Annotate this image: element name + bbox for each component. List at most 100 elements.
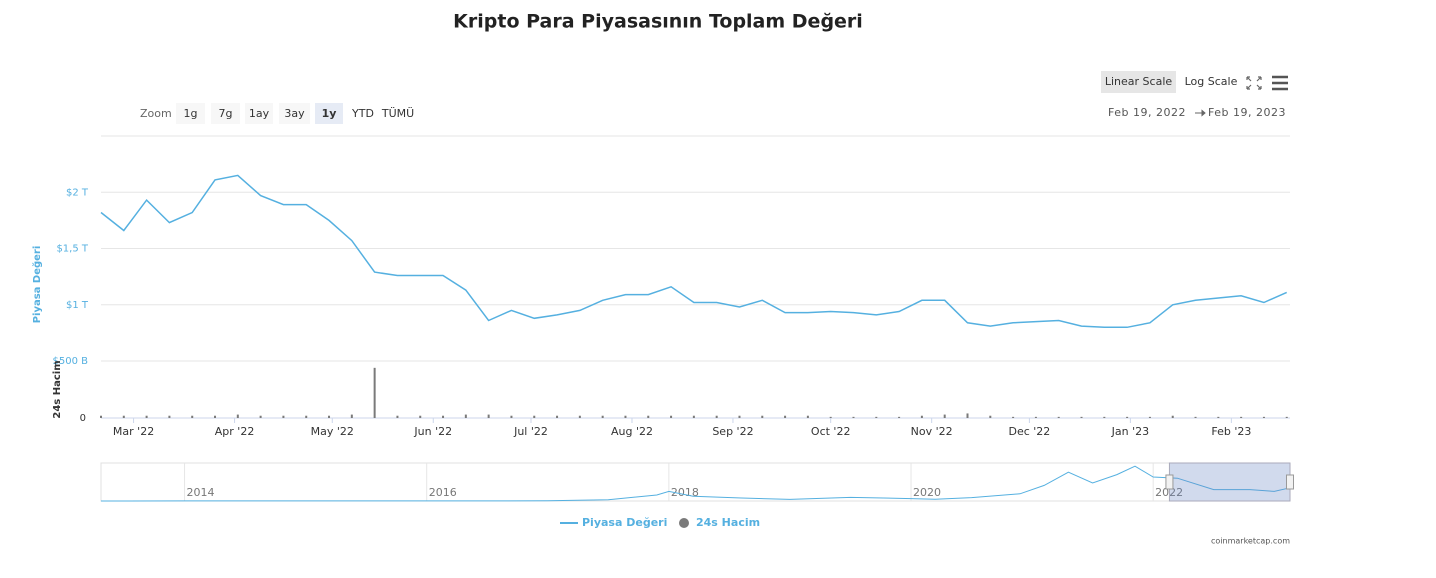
x-tick-label: May '22	[311, 425, 354, 438]
range-arrow	[1195, 109, 1206, 117]
volume-bar	[989, 415, 992, 418]
volume-bar	[806, 415, 809, 418]
volume-bar	[1103, 416, 1106, 418]
volume-bar	[191, 415, 194, 418]
volume-bar	[852, 416, 855, 418]
volume-bar	[966, 413, 969, 418]
navigator-tick-label: 2016	[429, 486, 457, 499]
volume-bar	[761, 415, 764, 418]
volume-bar	[487, 414, 490, 418]
range-button[interactable]	[315, 103, 343, 124]
range-button-label[interactable]: 3ay	[284, 107, 305, 120]
credit[interactable]: coinmarketcap.com	[1211, 537, 1290, 546]
volume-bar	[305, 415, 308, 418]
volume-bar	[875, 416, 878, 418]
volume-bar	[898, 416, 901, 418]
volume-bar	[373, 367, 376, 418]
volume-bar	[715, 415, 718, 418]
x-tick-label: Nov '22	[911, 425, 953, 438]
range-button[interactable]	[380, 103, 416, 124]
legend-label[interactable]: 24s Hacim	[696, 516, 760, 529]
x-tick-label: Sep '22	[712, 425, 753, 438]
y-tick-label: $1 T	[66, 300, 89, 311]
range-button[interactable]	[279, 103, 310, 124]
fullscreen-icon[interactable]	[1246, 76, 1262, 90]
volume-bar	[556, 415, 559, 418]
legend-label[interactable]: Piyasa Değeri	[582, 516, 667, 529]
y-tick-label: $1,5 T	[56, 244, 88, 255]
volume-bar	[1080, 416, 1083, 418]
volume-bar	[259, 415, 262, 418]
volume-bar	[692, 415, 695, 418]
volume-bar	[1034, 416, 1037, 418]
volume-bar	[1126, 416, 1129, 418]
range-button[interactable]	[176, 103, 205, 124]
y-tick-label: $500 B	[53, 356, 89, 367]
volume-bar	[122, 415, 125, 418]
navigator-handle[interactable]	[1165, 474, 1174, 490]
y2-axis-title: 24s Hacim	[52, 360, 63, 418]
volume-bar	[464, 414, 467, 418]
x-tick-label: Mar '22	[113, 425, 154, 438]
volume-bar	[1194, 416, 1197, 418]
volume-bar	[442, 415, 445, 418]
range-button-label[interactable]: 1g	[184, 107, 198, 120]
volume-bar	[396, 415, 399, 418]
navigator-handle[interactable]	[1286, 474, 1294, 490]
range-button[interactable]	[211, 103, 240, 124]
x-tick-label: Feb '23	[1211, 425, 1251, 438]
volume-bar	[1262, 416, 1265, 418]
volume-bar	[214, 415, 217, 418]
volume-bar	[1171, 415, 1174, 418]
navigator-frame	[100, 462, 1291, 502]
volume-bar	[100, 415, 102, 418]
volume-bar	[943, 414, 946, 418]
volume-bar	[624, 415, 627, 418]
x-tick-label: Dec '22	[1008, 425, 1050, 438]
x-tick-label: Jan '23	[1111, 425, 1149, 438]
range-button[interactable]	[245, 103, 273, 124]
volume-bar	[1057, 416, 1060, 418]
chart-title: Kripto Para Piyasasının Toplam Değeri	[453, 11, 863, 33]
volume-bar	[829, 416, 832, 418]
x-tick-label: Aug '22	[611, 425, 653, 438]
date-range-start: Feb 19, 2022	[1108, 106, 1186, 119]
scale-button-label[interactable]: Linear Scale	[1105, 75, 1173, 88]
volume-bar	[578, 415, 581, 418]
volume-bar	[282, 415, 285, 418]
x-tick-label: Jun '22	[413, 425, 452, 438]
volume-bar	[920, 415, 923, 418]
volume-bar	[145, 415, 148, 418]
volume-bar	[510, 415, 513, 418]
volume-bar	[419, 415, 422, 418]
volume-bar	[1240, 416, 1243, 418]
navigator-tick-label: 2014	[187, 486, 215, 499]
volume-bar	[168, 415, 171, 418]
range-button-label[interactable]: 7g	[219, 107, 233, 120]
legend-dot	[679, 518, 689, 528]
scale-button[interactable]	[1180, 71, 1242, 93]
y-tick-label: $2 T	[66, 187, 89, 198]
scale-button[interactable]	[1101, 71, 1176, 93]
range-button[interactable]	[348, 103, 378, 124]
y-axis-title: Piyasa Değeri	[31, 246, 43, 324]
volume-bar	[601, 415, 604, 418]
range-button-label[interactable]: 1ay	[249, 107, 270, 120]
zoom-label: Zoom	[140, 107, 172, 120]
navigator-window[interactable]	[1168, 462, 1291, 502]
scale-button-label[interactable]: Log Scale	[1185, 75, 1238, 88]
range-button-label[interactable]: TÜMÜ	[381, 107, 414, 120]
volume-bar	[738, 415, 741, 418]
volume-bar	[1148, 416, 1151, 418]
menu-icon[interactable]	[1272, 75, 1288, 91]
x-tick-label: Jul '22	[513, 425, 548, 438]
date-range-end: Feb 19, 2023	[1208, 106, 1286, 119]
volume-bar	[1285, 416, 1288, 418]
volume-bar	[647, 415, 650, 418]
range-button-label[interactable]: 1y	[322, 107, 337, 120]
range-button-label[interactable]: YTD	[351, 107, 374, 120]
volume-bar	[328, 415, 331, 418]
x-tick-label: Oct '22	[811, 425, 851, 438]
volume-bar	[350, 414, 353, 418]
